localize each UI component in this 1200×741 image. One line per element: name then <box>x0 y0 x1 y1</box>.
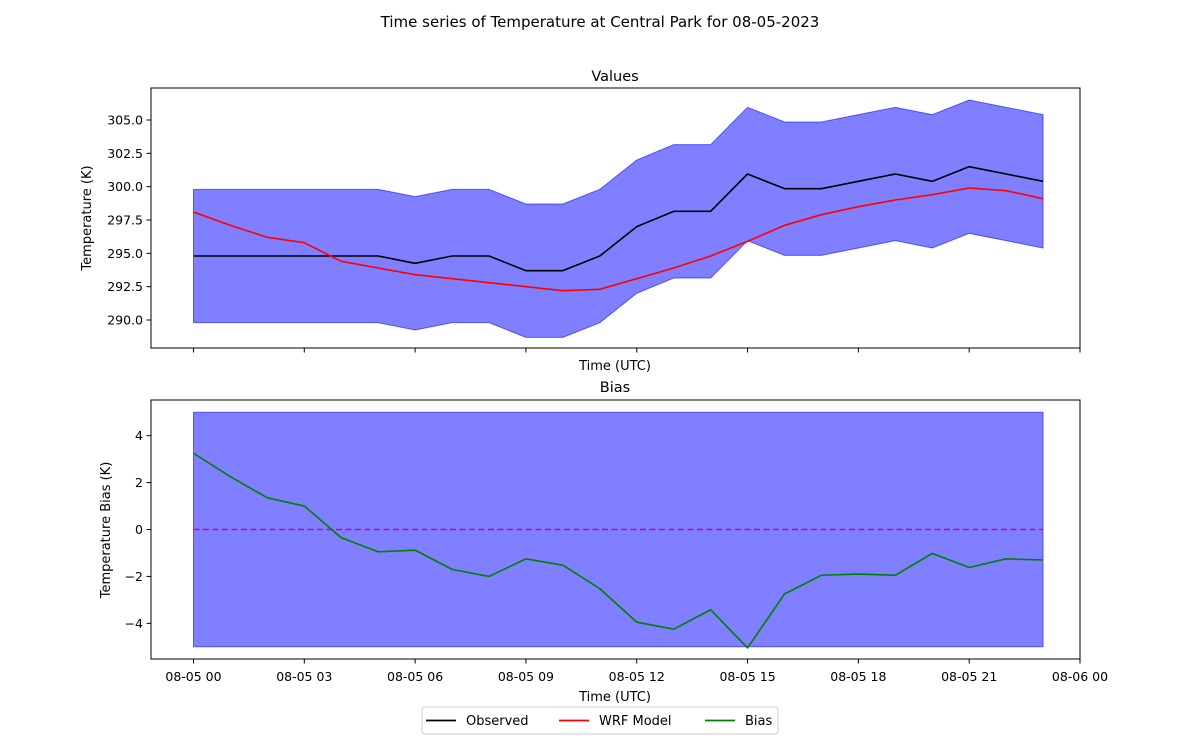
bias-y-tick-label: 4 <box>135 428 143 443</box>
bias-uncertainty-band <box>192 411 1044 648</box>
values-panel-title: Values <box>591 69 638 85</box>
values-y-ticks: 290.0 292.5 295.0 297.5 300.0 302.5 305.0 <box>107 113 151 328</box>
legend-label-wrf-model: WRF Model <box>599 714 672 729</box>
legend-item-observed: Observed <box>426 714 529 729</box>
bias-series-line <box>193 452 1044 649</box>
bias-y-ticks: −4 −2 0 2 4 <box>125 428 151 631</box>
legend: Observed WRF Model Bias <box>421 706 779 735</box>
bias-y-tick-label: 0 <box>135 522 143 537</box>
bias-x-tick-label: 08-05 06 <box>387 669 443 684</box>
bias-x-tick-label: 08-05 12 <box>609 669 665 684</box>
values-band-layer <box>192 99 1044 338</box>
values-y-axis-label: Temperature (K) <box>80 165 95 271</box>
wrf-model-series-line <box>193 187 1044 292</box>
bias-x-ticks: 08-05 00 08-05 03 08-05 06 08-05 09 08-05 12… <box>165 659 1108 684</box>
bias-panel-title: Bias <box>600 380 630 396</box>
values-y-tick-label: 292.5 <box>107 279 143 294</box>
bias-band-layer <box>192 411 1044 648</box>
values-y-tick-label: 302.5 <box>107 146 143 161</box>
values-x-ticks <box>192 348 1081 353</box>
bias-x-tick-label: 08-05 03 <box>276 669 332 684</box>
values-y-tick-label: 290.0 <box>107 313 143 328</box>
values-lines-layer <box>193 165 1044 292</box>
legend-label-bias: Bias <box>745 714 772 729</box>
values-y-tick-label: 297.5 <box>107 213 143 228</box>
bias-y-tick-label: 2 <box>135 475 143 490</box>
legend-item-bias: Bias <box>705 714 772 729</box>
legend-label-observed: Observed <box>466 714 529 729</box>
values-uncertainty-band <box>192 99 1044 338</box>
bias-x-tick-label: 08-05 15 <box>719 669 775 684</box>
bias-y-axis-label: Temperature Bias (K) <box>99 462 114 600</box>
bias-y-tick-label: −2 <box>125 569 143 584</box>
bias-x-tick-label: 08-05 18 <box>830 669 886 684</box>
legend-item-wrf-model: WRF Model <box>559 714 672 729</box>
legend-frame <box>421 706 779 735</box>
bias-x-tick-label: 08-05 00 <box>165 669 221 684</box>
values-y-tick-label: 295.0 <box>107 246 143 261</box>
values-y-tick-label: 305.0 <box>107 113 143 128</box>
figure-title: Time series of Temperature at Central Pa… <box>380 13 820 31</box>
values-y-tick-label: 300.0 <box>107 179 143 194</box>
values-panel: Values 290.0 292.5 295.0 297.5 300.0 302.5 305… <box>80 69 1081 374</box>
observed-series-line <box>193 165 1044 272</box>
values-x-axis-label: Time (UTC) <box>578 359 651 374</box>
bias-x-axis-label: Time (UTC) <box>578 690 651 705</box>
bias-x-tick-label: 08-05 09 <box>498 669 554 684</box>
values-plot-frame <box>150 87 1081 349</box>
bias-lines-layer <box>193 452 1044 649</box>
bias-x-tick-label: 08-06 00 <box>1052 669 1108 684</box>
bias-y-tick-label: −4 <box>125 616 143 631</box>
bias-x-tick-label: 08-05 21 <box>941 669 997 684</box>
